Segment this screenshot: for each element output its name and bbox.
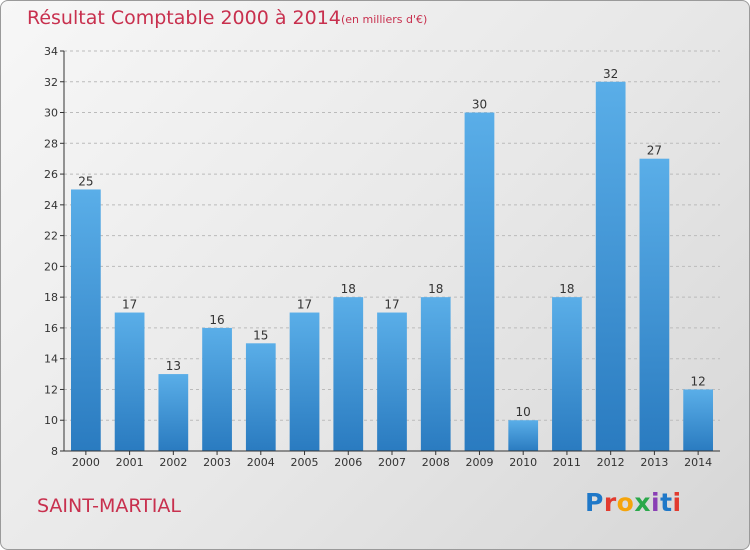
labels: 8 10 12 14 16 18 20 22 24 26 28 30 32 34 25 2000 17 2001 1…: [44, 45, 712, 469]
bar: [333, 297, 364, 451]
bar-value-label: 17: [122, 298, 137, 312]
commune-name: SAINT-MARTIAL: [37, 495, 181, 517]
logo-letter: P: [585, 488, 604, 517]
bar: [70, 189, 101, 451]
y-tick-label: 16: [44, 322, 58, 335]
x-tick-label: 2008: [422, 456, 450, 469]
bar: [508, 420, 539, 451]
x-tick-label: 2010: [509, 456, 537, 469]
x-tick-label: 2012: [597, 456, 625, 469]
bar: [114, 312, 145, 451]
y-tick-label: 12: [44, 383, 58, 396]
y-tick-label: 18: [44, 291, 58, 304]
bar-value-label: 27: [647, 144, 662, 158]
chart-title: Résultat Comptable 2000 à 2014: [27, 7, 341, 29]
bar-value-label: 17: [297, 298, 312, 312]
bar-value-label: 18: [341, 282, 356, 296]
proxiti-logo: Proxiti: [585, 488, 682, 517]
y-tick-label: 28: [44, 137, 58, 150]
bar-value-label: 32: [603, 67, 618, 81]
y-tick-label: 10: [44, 414, 58, 427]
logo-letter: i: [651, 488, 661, 517]
bar-value-label: 12: [690, 374, 705, 388]
x-tick-label: 2007: [378, 456, 406, 469]
bar: [420, 297, 451, 451]
x-tick-label: 2006: [334, 456, 362, 469]
x-tick-label: 2001: [116, 456, 144, 469]
bar-value-label: 25: [78, 174, 93, 188]
bar: [245, 343, 276, 451]
logo-letter: t: [660, 488, 673, 517]
y-tick-label: 14: [44, 353, 58, 366]
bar-value-label: 15: [253, 328, 268, 342]
x-tick-label: 2013: [640, 456, 668, 469]
chart-subtitle: (en milliers d'€): [341, 13, 428, 26]
bar: [464, 112, 495, 452]
bars: [70, 81, 714, 452]
bar-value-label: 10: [516, 405, 531, 419]
x-tick-label: 2014: [684, 456, 712, 469]
bar: [683, 389, 714, 451]
y-tick-label: 20: [44, 260, 58, 273]
x-tick-label: 2009: [465, 456, 493, 469]
bar-value-label: 16: [209, 313, 224, 327]
y-tick-label: 26: [44, 168, 58, 181]
x-tick-label: 2011: [553, 456, 581, 469]
logo-letter: i: [672, 488, 682, 517]
x-tick-label: 2004: [247, 456, 275, 469]
y-tick-label: 32: [44, 76, 58, 89]
x-tick-label: 2000: [72, 456, 100, 469]
x-tick-label: 2002: [159, 456, 187, 469]
bar-value-label: 18: [428, 282, 443, 296]
logo-letter: o: [616, 488, 635, 517]
bar: [289, 312, 320, 451]
y-tick-label: 34: [44, 45, 58, 58]
logo-letter: r: [603, 488, 617, 517]
bar: [158, 374, 189, 451]
logo-letter: x: [634, 488, 651, 517]
y-tick-label: 22: [44, 230, 58, 243]
y-tick-label: 8: [51, 445, 58, 458]
bar-value-label: 17: [384, 298, 399, 312]
bar-value-label: 13: [166, 359, 181, 373]
bar: [377, 312, 407, 451]
bar-value-label: 18: [559, 282, 574, 296]
bar: [595, 81, 626, 452]
bar: [552, 297, 582, 451]
bar: [202, 327, 232, 451]
axes: [60, 50, 720, 455]
bar: [639, 158, 670, 451]
y-tick-label: 30: [44, 107, 58, 120]
y-tick-label: 24: [44, 199, 58, 212]
x-tick-label: 2005: [291, 456, 319, 469]
bar-value-label: 30: [472, 98, 487, 112]
x-tick-label: 2003: [203, 456, 231, 469]
